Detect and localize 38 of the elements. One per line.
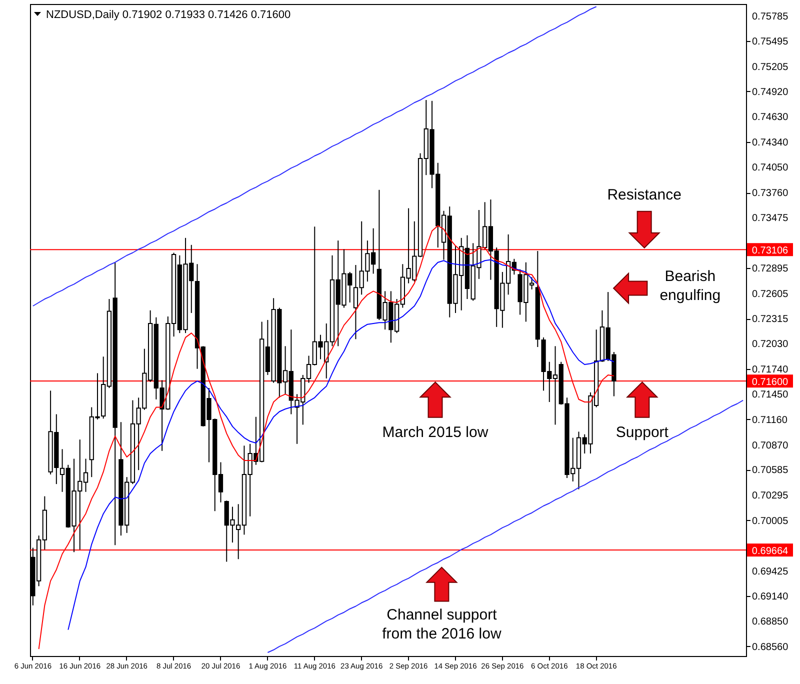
y-tick-label: 0.69140 bbox=[752, 591, 789, 602]
y-tick-label: 0.70870 bbox=[752, 440, 789, 452]
ref-line-label: 0.69664 bbox=[752, 546, 789, 558]
y-tick-label: 0.71160 bbox=[752, 414, 788, 426]
y-tick-label: 0.74050 bbox=[752, 162, 789, 174]
y-tick-label: 0.70295 bbox=[752, 490, 789, 502]
line-series bbox=[267, 400, 744, 654]
annotation: Bearish engulfing bbox=[660, 268, 721, 304]
price-tag: 0.73106 bbox=[747, 243, 793, 257]
y-tick-label: 0.68850 bbox=[752, 616, 789, 628]
y-tick-label: 0.74630 bbox=[752, 112, 789, 124]
y-tick-label: 0.72315 bbox=[752, 314, 789, 326]
y-tick-label: 0.72895 bbox=[752, 264, 789, 275]
annotation: March 2015 low bbox=[382, 424, 488, 441]
line-series bbox=[32, 6, 597, 306]
y-tick-label: 0.75495 bbox=[752, 36, 789, 48]
y-tick-label: 0.75785 bbox=[752, 11, 789, 22]
ref-line-label: 0.71600 bbox=[752, 377, 789, 388]
price-tag: 0.69664 bbox=[747, 544, 793, 558]
y-tick-label: 0.68560 bbox=[752, 642, 789, 653]
chart-title: NZDUSD,Daily 0.71902 0.71933 0.71426 0.71600 bbox=[46, 9, 291, 21]
y-tick-label: 0.71450 bbox=[752, 390, 789, 401]
annotation: Channel support from the 2016 low bbox=[382, 606, 502, 642]
annotation: Resistance bbox=[607, 186, 682, 204]
price-tag: 0.71600 bbox=[747, 374, 793, 388]
y-tick-label: 0.72605 bbox=[752, 288, 789, 300]
y-tick-label: 0.74920 bbox=[752, 86, 789, 98]
y-tick-label: 0.71740 bbox=[752, 364, 789, 376]
y-tick-label: 0.70585 bbox=[752, 465, 789, 476]
ref-line-label: 0.73106 bbox=[752, 246, 789, 257]
y-tick-label: 0.70005 bbox=[752, 516, 789, 527]
annotation: Support bbox=[616, 424, 670, 441]
y-tick-label: 0.73760 bbox=[752, 188, 789, 200]
y-tick-label: 0.69425 bbox=[752, 566, 789, 578]
y-tick-label: 0.72030 bbox=[752, 339, 789, 350]
y-tick-label: 0.74340 bbox=[752, 137, 789, 148]
y-tick-label: 0.75205 bbox=[752, 62, 789, 73]
y-tick-label: 0.73475 bbox=[752, 212, 789, 224]
